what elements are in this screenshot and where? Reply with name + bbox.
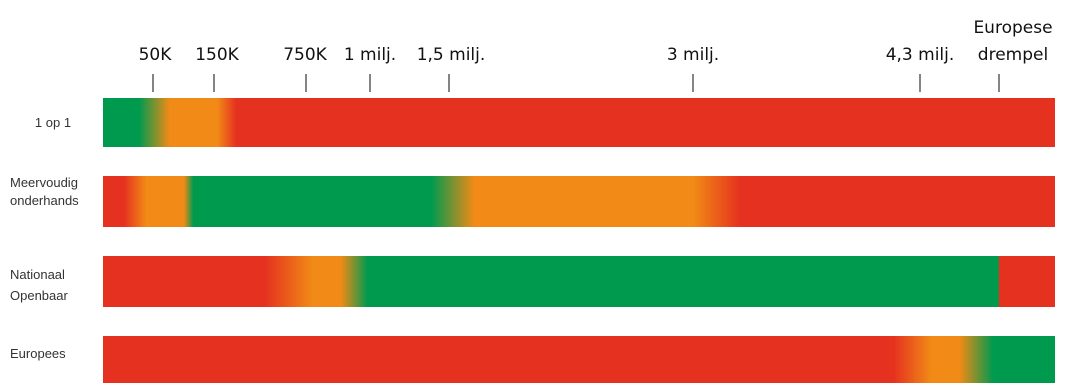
tick-label: 4,3 milj.	[886, 45, 955, 65]
row-label: onderhands	[10, 193, 79, 208]
bar-meervoudig-onderhands	[103, 176, 1055, 227]
tick-label: Europese	[973, 18, 1052, 38]
tick-label: 150K	[195, 45, 239, 65]
row-label: 1 op 1	[35, 115, 71, 130]
row-label: Meervoudig	[10, 175, 78, 190]
tick-label: 3 milj.	[667, 45, 719, 65]
tick-label: 750K	[283, 45, 327, 65]
tick-label: 1,5 milj.	[417, 45, 486, 65]
tick-label: 50K	[139, 45, 173, 65]
row-label: Nationaal	[10, 267, 65, 282]
tick-layer: 50K 150K 750K 1 milj. 1,5 milj. 3 milj. 4,3 mi…	[139, 18, 1053, 92]
bar-europees	[103, 336, 1055, 383]
tick-label: drempel	[978, 45, 1048, 65]
rows-layer: 1 op 1 Meervoudig onderhands Nationaal Openb…	[10, 98, 1055, 383]
row-label: Openbaar	[10, 288, 68, 303]
bar-nationaal-openbaar	[103, 256, 1055, 307]
bar-1-op-1	[103, 98, 1055, 147]
tick-label: 1 milj.	[344, 45, 396, 65]
row-label: Europees	[10, 346, 66, 361]
